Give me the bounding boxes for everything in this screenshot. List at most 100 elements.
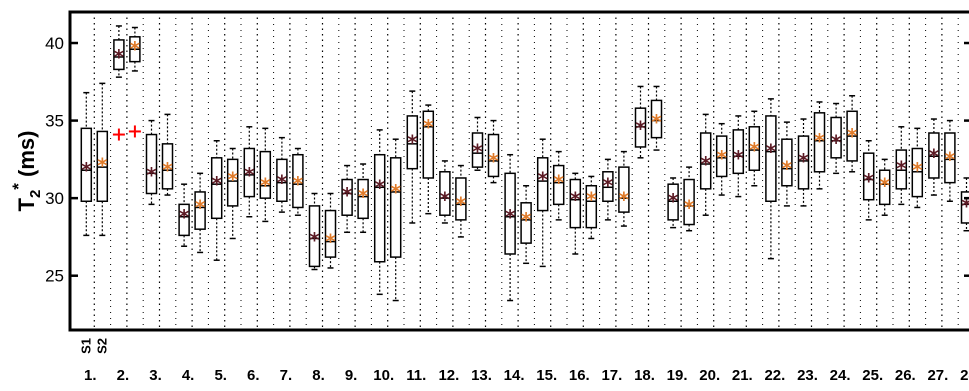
box-iqr: [194, 191, 206, 230]
x-tick-label-3: 3.: [149, 367, 162, 384]
box-iqr: [504, 172, 516, 255]
box-s2-21: *: [748, 110, 760, 187]
box-iqr: [830, 116, 842, 159]
mean-marker: *: [472, 140, 483, 164]
box-iqr: [276, 158, 288, 202]
mean-marker: *: [847, 124, 858, 148]
box-iqr: [96, 130, 109, 202]
mean-marker: *: [130, 37, 141, 61]
mean-marker: *: [831, 130, 842, 154]
x-tick-label-4: 4.: [182, 367, 195, 384]
box-s1-11: *: [406, 90, 418, 224]
box-s1-27: *: [928, 118, 940, 196]
box-s1-17: *: [602, 158, 614, 221]
mean-marker: *: [766, 140, 777, 164]
box-iqr: [813, 112, 826, 173]
box-s1-6: *: [243, 126, 255, 218]
box-s2-9: *: [357, 163, 369, 234]
box-iqr: [552, 164, 565, 206]
mean-marker: *: [570, 188, 581, 212]
box-s1-25: *: [862, 140, 875, 221]
box-s2-23: *: [813, 101, 826, 190]
box-iqr: [357, 178, 369, 220]
mean-marker: *: [293, 172, 304, 196]
box-iqr: [862, 152, 875, 201]
box-iqr: [634, 107, 647, 148]
x-tick-label-15: 15.: [536, 367, 557, 384]
x-tick-label-1: 1.: [84, 367, 97, 384]
box-iqr: [569, 178, 582, 229]
x-tick-label-22: 22.: [764, 367, 785, 384]
box-iqr: [439, 171, 451, 216]
box-iqr: [960, 191, 969, 224]
mean-marker: *: [651, 110, 662, 134]
box-s1-3: *: [145, 119, 158, 206]
x-tick-label-11: 11.: [406, 367, 426, 384]
box-s1-16: *: [569, 172, 582, 255]
mean-marker: *: [684, 195, 695, 219]
x-tick-label-10: 10.: [373, 367, 394, 384]
box-s2-20: *: [715, 122, 728, 196]
x-tick-label-5: 5.: [214, 367, 227, 384]
box-s2-6: *: [259, 127, 272, 223]
box-iqr: [161, 143, 174, 190]
mean-marker: *: [195, 195, 206, 219]
box-group: ***** * *** *********** * * ********** * *** ****…: [80, 25, 969, 302]
box-s2-3: *: [161, 113, 174, 196]
mean-marker: *: [668, 189, 679, 213]
mean-marker: *: [211, 172, 222, 196]
box-iqr: [422, 110, 435, 179]
mean-marker: *: [440, 188, 451, 212]
box-iqr: [178, 203, 190, 237]
box-iqr: [471, 132, 484, 168]
box-s1-2: *: [113, 25, 125, 78]
box-iqr: [536, 157, 549, 212]
box-iqr: [80, 127, 93, 202]
box-s1-24: *: [830, 102, 842, 175]
box-s2-17: *: [618, 150, 630, 227]
mean-marker: *: [260, 174, 271, 198]
box-iqr: [145, 133, 158, 195]
box-iqr: [292, 153, 304, 209]
mean-marker: *: [912, 158, 923, 182]
mean-marker: *: [586, 188, 597, 212]
box-iqr: [487, 133, 500, 178]
box-s1-18: *: [634, 85, 647, 159]
outlier-marker-1: [112, 128, 125, 141]
box-s1-23: *: [797, 118, 809, 207]
x-tick-label-18: 18.: [634, 367, 655, 384]
box-iqr: [324, 209, 337, 258]
x-tick-label-17: 17.: [601, 367, 622, 384]
x-tick-label-7: 7.: [280, 367, 293, 384]
mean-marker: *: [635, 116, 646, 140]
y-label-base: T: [14, 197, 39, 211]
mean-marker: *: [619, 188, 630, 212]
x-tick-label-25: 25.: [862, 367, 883, 384]
box-iqr: [878, 169, 891, 206]
y-tick-label-40: 40: [45, 34, 64, 53]
mean-marker: *: [390, 180, 401, 204]
box-s2-24: *: [846, 95, 858, 173]
x-tick-label-19: 19.: [667, 367, 688, 384]
box-s2-4: *: [194, 172, 206, 254]
box-iqr: [259, 150, 272, 199]
box-s1-1: *: [80, 91, 93, 237]
box-s2-12: *: [455, 164, 467, 238]
box-iqr: [895, 149, 908, 190]
mean-marker: *: [488, 149, 499, 173]
x-tick-label-12: 12.: [438, 367, 459, 384]
x-tick-label-13: 13.: [471, 367, 492, 384]
y-axis: 25 30 35 40: [45, 34, 969, 286]
x-tick-label-26: 26.: [895, 367, 916, 384]
y-tick-label-25: 25: [45, 267, 64, 286]
box-s2-8: *: [324, 192, 337, 269]
box-iqr: [650, 99, 663, 139]
mean-marker: *: [146, 163, 157, 187]
x-axis: 1. 2. 3. 4. 5. 6. 7. 8. 9. 10. 11. 12. 13. 14. 15. 16. 1…: [78, 338, 969, 384]
box-iqr: [226, 158, 239, 207]
box-s1-21: *: [732, 115, 744, 198]
box-iqr: [715, 135, 728, 178]
box-s1-10: *: [373, 129, 385, 296]
plot-frame: [68, 10, 969, 332]
